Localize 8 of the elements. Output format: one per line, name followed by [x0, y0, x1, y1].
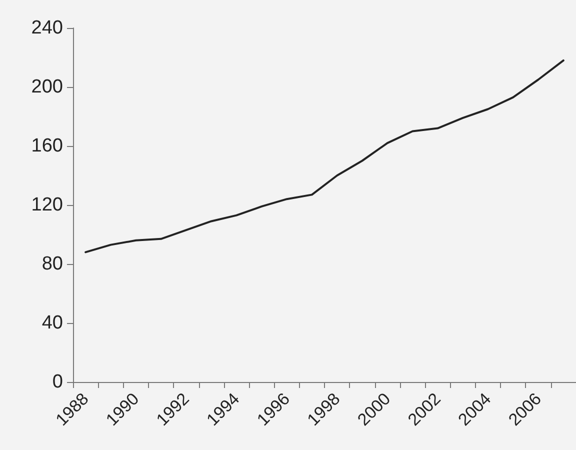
y-tick-label: 200 — [31, 76, 63, 98]
y-tick-label: 0 — [52, 372, 63, 392]
y-tick-label: 120 — [31, 194, 63, 216]
y-tick-label: 80 — [42, 254, 63, 274]
line-series — [84, 59, 564, 254]
y-tick-label: 160 — [31, 136, 63, 156]
y-tick-label: 40 — [42, 312, 63, 334]
y-tick-label: 240 — [31, 18, 63, 38]
